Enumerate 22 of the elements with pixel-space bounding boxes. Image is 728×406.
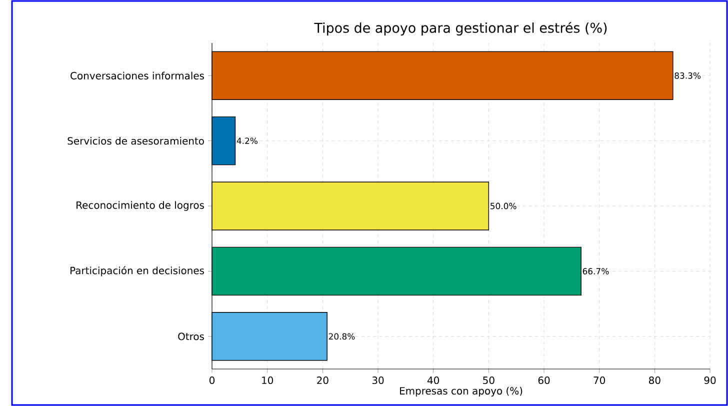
- data-label: 4.2%: [236, 138, 258, 144]
- x-tick-label: 80: [649, 376, 660, 384]
- y-tick-label: Servicios de asesoramiento: [68, 136, 204, 145]
- x-axis-title: Empresas con apoyo (%): [400, 386, 522, 397]
- x-tick-label: 60: [538, 376, 550, 384]
- chart-title: Tipos de apoyo para gestionar el estrés (%): [314, 22, 607, 36]
- x-tick-label: 0: [209, 376, 215, 384]
- x-tick-label: 20: [317, 376, 328, 384]
- x-tick-label: 90: [704, 376, 716, 384]
- data-label: 83.3%: [674, 72, 701, 79]
- y-tick-label: Conversaciones informales: [70, 72, 204, 80]
- x-tick-label: 40: [427, 376, 440, 384]
- data-label: 20.8%: [328, 333, 355, 340]
- data-label: 50.0%: [490, 202, 516, 210]
- x-tick-label: 30: [372, 376, 384, 384]
- data-label: 66.7%: [582, 268, 609, 274]
- y-tick-label: Participación en decisiones: [70, 266, 204, 276]
- x-tick-label: 10: [262, 376, 274, 384]
- x-tick-label: 70: [594, 376, 606, 384]
- y-tick-label: Reconocimiento de logros: [76, 201, 204, 211]
- x-tick-label: 50: [483, 376, 494, 384]
- y-tick-label: Otros: [178, 332, 204, 340]
